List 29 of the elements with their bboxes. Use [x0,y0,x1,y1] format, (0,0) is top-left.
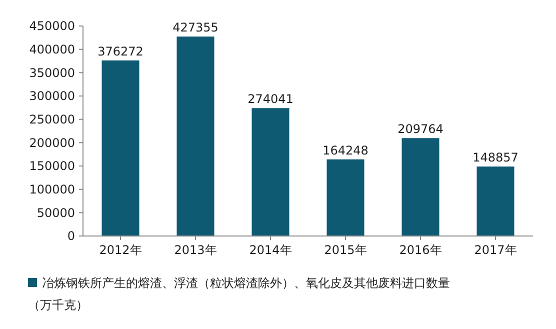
y-tick-label: 150000 [29,159,75,174]
bar [326,159,364,236]
bar [252,108,290,236]
x-tick-label: 2013年 [174,243,217,257]
y-tick-label: 250000 [29,112,75,127]
x-tick-label: 2017年 [474,243,517,257]
data-label: 427355 [172,20,218,35]
y-tick-label: 100000 [29,182,75,197]
bar [102,60,140,236]
data-label: 148857 [472,150,518,165]
y-tick-label: 300000 [29,89,75,104]
data-label: 209764 [398,122,444,136]
bar [476,166,514,236]
y-tick-label: 450000 [29,19,75,34]
y-tick-label: 0 [67,229,75,244]
data-label: 274041 [248,92,294,106]
x-tick-label: 2016年 [399,243,442,257]
y-tick-label: 50000 [36,206,75,220]
y-tick-label: 200000 [29,136,75,150]
x-tick-label: 2015年 [324,243,367,257]
legend-label: 冶炼钢铁所产生的熔渣、浮渣（粒状熔渣除外）、氧化皮及其他废料进口数量（万千克） [28,276,450,312]
bar [176,36,214,236]
data-label: 376272 [98,44,144,58]
y-tick-label: 350000 [29,66,75,80]
data-label: 164248 [322,143,368,158]
bar [402,138,440,236]
y-tick-label: 400000 [29,42,75,57]
x-tick-label: 2014年 [249,243,292,257]
x-tick-label: 2012年 [99,243,142,257]
